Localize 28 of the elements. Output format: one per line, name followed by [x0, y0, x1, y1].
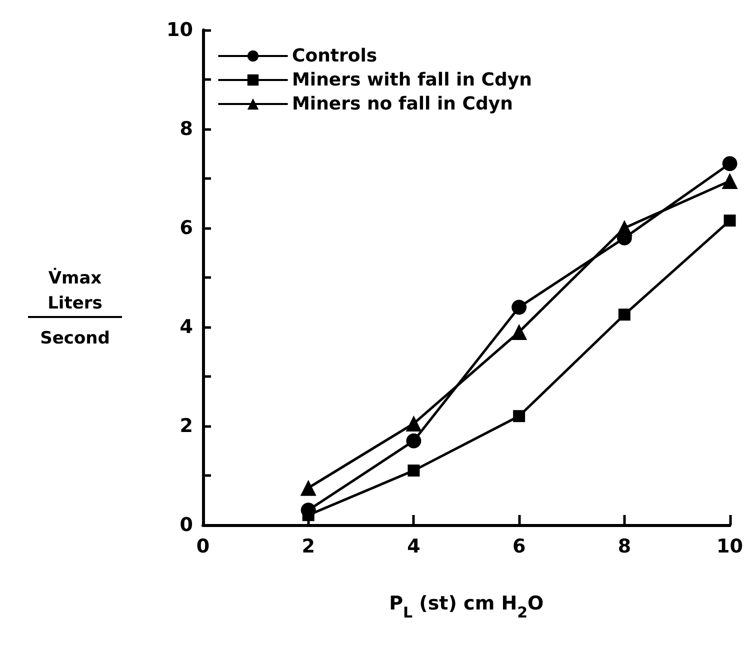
y-tick-label: 0 — [180, 514, 193, 536]
y-axis-title: V̇max Liters Second — [40, 267, 110, 348]
legend-label: Controls — [292, 46, 378, 66]
point — [513, 410, 526, 422]
legend-label: Miners with fall in Cdyn — [292, 70, 532, 90]
point — [408, 464, 420, 477]
point — [512, 300, 527, 315]
x-tick-label: 0 — [196, 536, 210, 558]
point — [406, 433, 422, 448]
y-tick-label: 4 — [180, 316, 193, 338]
point — [722, 172, 738, 189]
x-tick-label: 6 — [512, 536, 526, 558]
point — [511, 324, 528, 340]
x-tick-label: 2 — [302, 536, 315, 558]
y-tick-label: 6 — [180, 217, 193, 239]
x-tick-label: 10 — [716, 536, 744, 558]
x-tick-label: 8 — [618, 536, 632, 558]
y-tick-label: 2 — [180, 415, 193, 437]
point — [618, 308, 630, 321]
y-tick-label: 10 — [166, 19, 193, 41]
y-tick-label: 8 — [180, 118, 193, 140]
point — [406, 416, 422, 432]
point — [616, 220, 632, 236]
point — [722, 156, 738, 172]
point — [300, 480, 316, 496]
legend-label: Miners no fall in Cdyn — [292, 94, 513, 114]
x-tick-label: 4 — [407, 536, 420, 558]
point — [724, 214, 736, 227]
